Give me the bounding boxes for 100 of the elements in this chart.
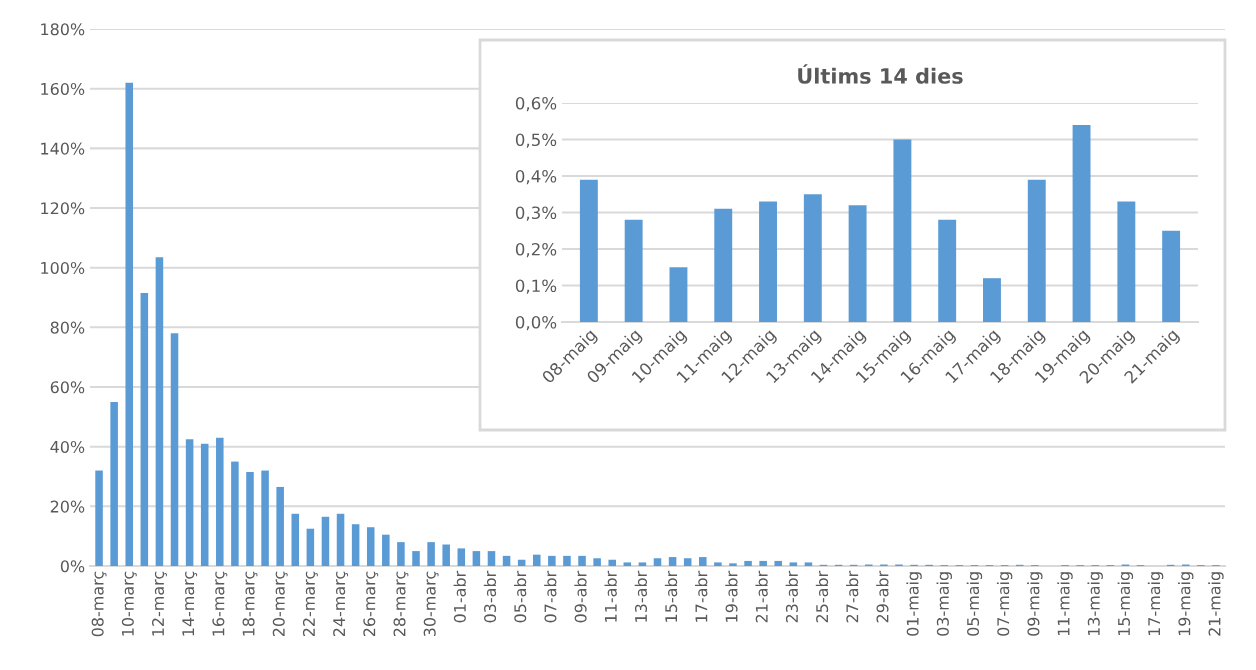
x-tick-label: 18-març <box>242 571 258 636</box>
bar <box>95 470 103 566</box>
x-tick-label: 10-març <box>121 571 137 636</box>
bar <box>321 516 330 566</box>
bar <box>351 524 360 566</box>
x-tick-label: 17-maig <box>1147 572 1164 636</box>
x-tick-label: 11-abr <box>604 570 617 622</box>
x-tick-label: 05-maig <box>966 572 983 636</box>
x-tick-label: 28-març <box>393 571 409 637</box>
y-tick-label: 120% <box>41 202 85 215</box>
bar <box>669 267 688 322</box>
y-tick-label: 0,2% <box>515 242 557 258</box>
bar <box>382 534 390 566</box>
y-tick-label: 0% <box>60 560 85 573</box>
y-tick-label: 20% <box>50 500 85 513</box>
bar <box>714 562 722 566</box>
bar <box>291 513 300 566</box>
x-tick-label: 17-abr <box>695 570 708 622</box>
x-tick-label: 29-abr <box>876 570 889 623</box>
y-tick-label: 0,5% <box>515 133 557 148</box>
bar <box>803 194 822 322</box>
bar <box>938 219 957 322</box>
x-tick-label: 27-abr <box>845 570 859 623</box>
x-tick-label: 09-maig <box>1027 572 1043 636</box>
bar <box>759 201 777 322</box>
bar <box>502 555 511 566</box>
chart-title: Últims 14 dies <box>798 64 963 84</box>
bar <box>668 557 677 566</box>
bar <box>578 555 586 566</box>
y-tick-label: 80% <box>50 321 85 334</box>
bar <box>759 560 767 566</box>
bar <box>653 558 662 566</box>
x-tick-label: 03-abr <box>483 570 497 623</box>
x-tick-label: 12-març <box>151 571 167 636</box>
bar <box>608 559 616 566</box>
y-tick-label: 100% <box>41 261 85 274</box>
bar <box>744 560 752 566</box>
bar <box>487 551 496 566</box>
bar <box>231 461 239 566</box>
x-tick-label: 24-març <box>333 571 349 637</box>
bar <box>412 551 420 566</box>
bar <box>774 560 783 566</box>
x-tick-label: 08-març <box>91 571 107 637</box>
y-tick-label: 160% <box>41 82 85 95</box>
y-tick-label: 0,4% <box>515 169 557 185</box>
x-tick-label: 19-maig <box>1178 572 1194 636</box>
x-tick-label: 16-març <box>212 571 228 636</box>
x-tick-label: 05-abr <box>513 570 527 623</box>
bar <box>140 293 149 566</box>
bar <box>983 278 1001 322</box>
bar <box>170 333 179 566</box>
bar <box>563 555 571 566</box>
bar <box>276 486 284 566</box>
bar <box>427 542 435 566</box>
bar <box>699 557 707 566</box>
bar <box>532 554 541 566</box>
y-tick-label: 0,0% <box>515 315 557 331</box>
bar <box>457 548 466 566</box>
bar <box>246 472 254 566</box>
bar <box>366 527 375 566</box>
bar <box>397 542 405 566</box>
x-tick-label: 15-maig <box>1117 572 1134 636</box>
bar <box>729 563 737 566</box>
bar <box>261 470 269 566</box>
bar <box>472 551 481 566</box>
bar <box>579 179 598 322</box>
x-tick-label: 13-abr <box>634 570 648 622</box>
x-tick-label: 07-maig <box>996 572 1013 636</box>
x-tick-label: 13-maig <box>1087 572 1103 636</box>
bar <box>624 219 643 322</box>
bar <box>155 257 164 566</box>
bar <box>638 562 647 566</box>
bar <box>593 558 601 566</box>
bar <box>1072 124 1091 322</box>
bar <box>1117 201 1136 322</box>
bar <box>200 443 209 566</box>
bar <box>789 562 798 566</box>
bar <box>125 82 134 566</box>
bar <box>1027 179 1046 322</box>
x-tick-label: 01-maig <box>906 572 922 636</box>
y-tick-label: 60% <box>50 381 85 394</box>
x-tick-label: 21-maig <box>1208 572 1224 636</box>
x-tick-label: 23-abr <box>785 570 798 623</box>
y-tick-label: 40% <box>50 440 85 453</box>
x-tick-label: 07-abr <box>544 570 557 623</box>
y-tick-label: 0,3% <box>515 206 557 221</box>
x-tick-label: 01-abr <box>453 570 466 623</box>
x-tick-label: 20-març <box>272 571 288 637</box>
bar <box>216 437 224 566</box>
x-tick-label: 14-març <box>182 571 198 636</box>
bar <box>306 528 315 566</box>
x-tick-label: 03-maig <box>936 572 952 636</box>
bar <box>548 555 556 566</box>
bar <box>623 562 632 566</box>
bar <box>848 205 867 322</box>
bar <box>442 544 450 566</box>
bar <box>893 139 912 322</box>
x-tick-label: 21-abr <box>755 570 768 623</box>
y-tick-label: 0,1% <box>515 279 557 294</box>
y-tick-label: 140% <box>41 142 85 155</box>
